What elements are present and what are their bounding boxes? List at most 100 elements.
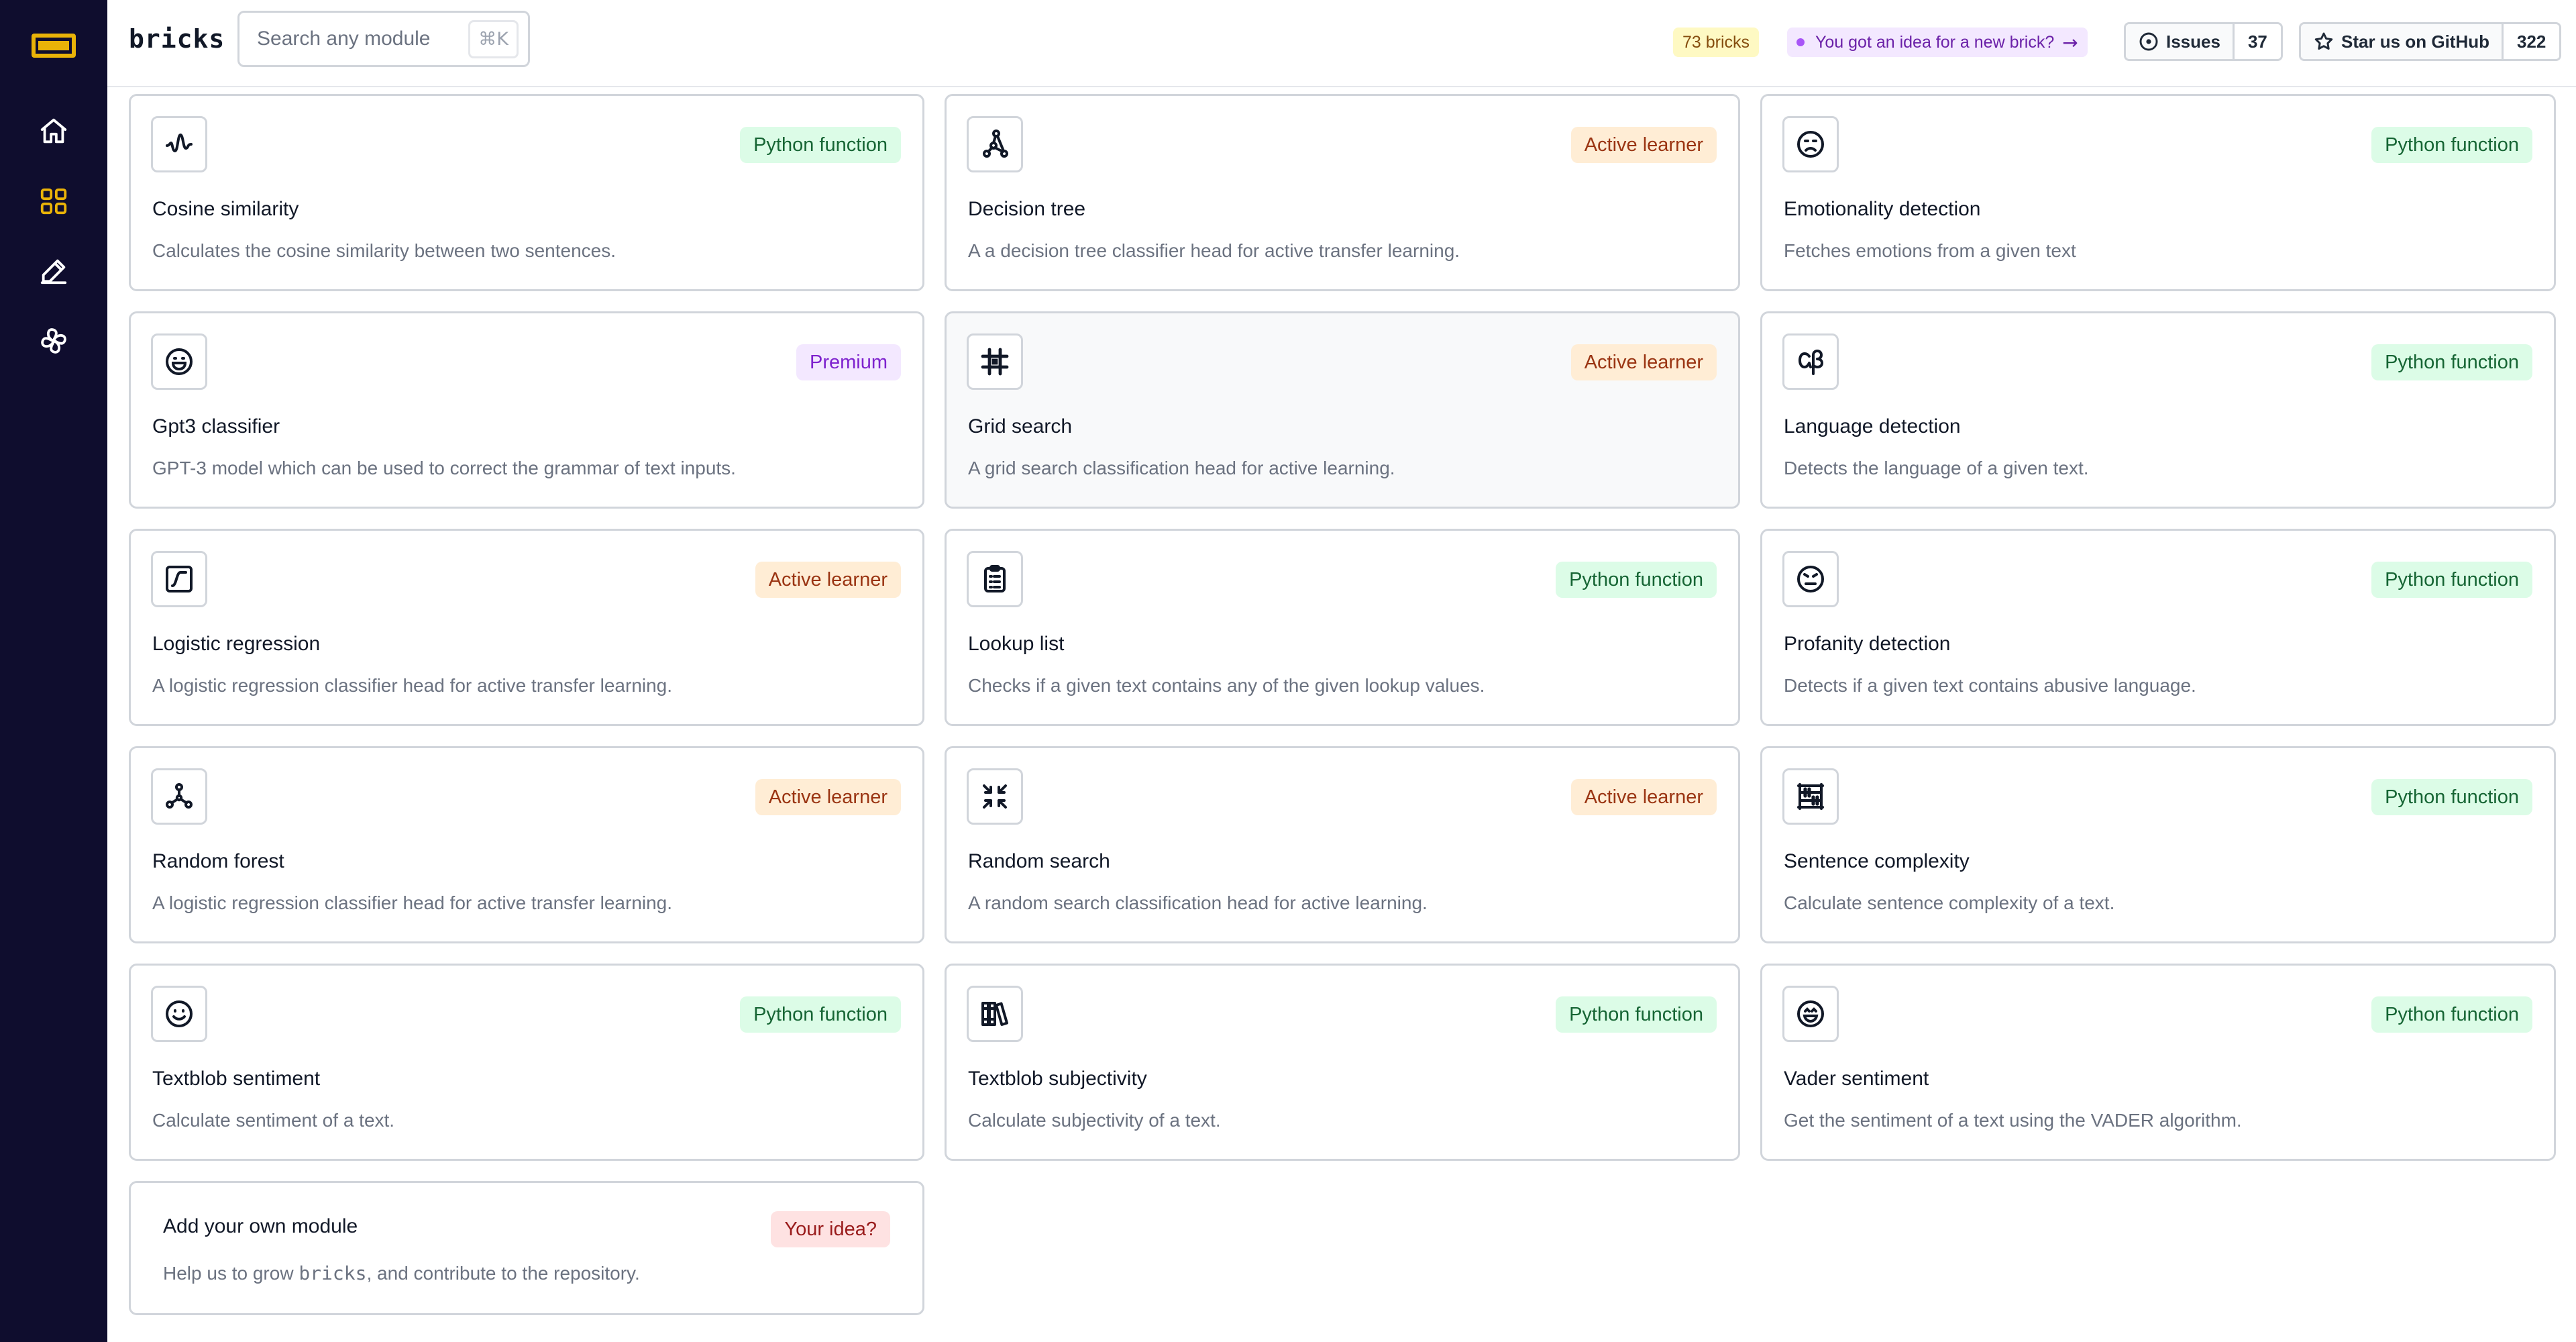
angry-face-icon bbox=[1797, 566, 1824, 592]
idea-prompt-label: You got an idea for a new brick? bbox=[1815, 32, 2055, 52]
wave-icon bbox=[166, 134, 193, 152]
module-card[interactable]: Python function Cosine similarity Calcul… bbox=[129, 94, 924, 291]
module-card[interactable]: Python function Profanity detection Dete… bbox=[1760, 529, 2556, 726]
search-input[interactable] bbox=[256, 27, 460, 51]
badge: Python function bbox=[1556, 562, 1717, 598]
github-star-count: 322 bbox=[2504, 24, 2560, 59]
card-icon-frame bbox=[1782, 986, 1839, 1042]
github-label: Star us on GitHub bbox=[2341, 31, 2489, 52]
module-card[interactable]: Python function Sentence complexity Calc… bbox=[1760, 746, 2556, 943]
card-icon-frame bbox=[151, 116, 207, 172]
card-description: Detects if a given text contains abusive… bbox=[1784, 675, 2196, 696]
brick-count-badge: 73 bricks bbox=[1673, 28, 1760, 57]
module-card[interactable]: Python function Vader sentiment Get the … bbox=[1760, 964, 2556, 1161]
card-title: Add your own module bbox=[163, 1215, 358, 1237]
card-title: Cosine similarity bbox=[152, 198, 299, 220]
sidebar bbox=[0, 0, 107, 1342]
issues-count: 37 bbox=[2234, 24, 2281, 59]
card-icon-frame bbox=[1782, 116, 1839, 172]
card-title: Logistic regression bbox=[152, 633, 321, 655]
card-icon-frame bbox=[967, 768, 1023, 825]
abacus-icon bbox=[1797, 783, 1824, 810]
github-star-button[interactable]: Star us on GitHub 322 bbox=[2299, 22, 2562, 61]
card-icon-frame bbox=[1782, 333, 1839, 390]
your-idea-badge: Your idea? bbox=[771, 1211, 890, 1247]
card-title: Sentence complexity bbox=[1784, 850, 1970, 872]
card-title: Textblob subjectivity bbox=[968, 1068, 1147, 1090]
card-title: Profanity detection bbox=[1784, 633, 1951, 655]
badge: Active learner bbox=[1570, 344, 1717, 380]
logo-icon[interactable] bbox=[32, 34, 76, 58]
module-card[interactable]: Python function Textblob sentiment Calcu… bbox=[129, 964, 924, 1161]
card-description: A logistic regression classifier head fo… bbox=[152, 892, 673, 913]
desc-prefix: Help us to grow bbox=[163, 1263, 299, 1284]
card-icon-frame bbox=[151, 986, 207, 1042]
module-card[interactable]: Active learner Decision tree A a decisio… bbox=[945, 94, 1740, 291]
card-title: Language detection bbox=[1784, 415, 1961, 437]
smile-face-icon bbox=[166, 1000, 193, 1027]
card-description: Help us to grow bricks, and contribute t… bbox=[163, 1262, 640, 1284]
module-card[interactable]: Python function Emotionality detection F… bbox=[1760, 94, 2556, 291]
add-module-card[interactable]: Add your own module Your idea? Help us t… bbox=[129, 1181, 924, 1315]
badge: Python function bbox=[2371, 127, 2532, 163]
grid-icon bbox=[40, 188, 67, 215]
tree-icon bbox=[983, 130, 1008, 158]
card-title: Lookup list bbox=[968, 633, 1065, 655]
frown-face-icon bbox=[1797, 131, 1824, 158]
card-description: Checks if a given text contains any of t… bbox=[968, 675, 1485, 696]
card-title: Textblob sentiment bbox=[152, 1068, 321, 1090]
card-icon-frame bbox=[967, 333, 1023, 390]
badge: Python function bbox=[1556, 996, 1717, 1033]
card-description: Calculate sentiment of a text. bbox=[152, 1110, 395, 1131]
card-icon-frame bbox=[967, 986, 1023, 1042]
module-card[interactable]: Python function Lookup list Checks if a … bbox=[945, 529, 1740, 726]
card-title: Decision tree bbox=[968, 198, 1086, 220]
network-icon bbox=[166, 783, 193, 809]
badge: Python function bbox=[2371, 344, 2532, 380]
grid-hash-icon bbox=[981, 348, 1009, 376]
badge: Python function bbox=[740, 127, 901, 163]
new-brick-idea-link[interactable]: You got an idea for a new brick? → bbox=[1787, 28, 2088, 57]
card-description: GPT-3 model which can be used to correct… bbox=[152, 458, 736, 478]
home-icon bbox=[40, 118, 67, 144]
grin-face-icon bbox=[166, 348, 193, 375]
search-box[interactable]: ⌘K bbox=[237, 11, 530, 67]
badge: Active learner bbox=[1570, 779, 1717, 815]
pencil-icon bbox=[40, 259, 67, 285]
card-description: Get the sentiment of a text using the VA… bbox=[1784, 1110, 2242, 1131]
star-icon bbox=[2314, 32, 2333, 50]
module-card[interactable]: Python function Language detection Detec… bbox=[1760, 311, 2556, 509]
issues-label: Issues bbox=[2166, 31, 2220, 52]
card-description: Calculates the cosine similarity between… bbox=[152, 240, 616, 261]
module-card[interactable]: Active learner Grid search A grid search… bbox=[945, 311, 1740, 509]
card-description: Calculate sentence complexity of a text. bbox=[1784, 892, 2115, 913]
module-card[interactable]: Active learner Random search A random se… bbox=[945, 746, 1740, 943]
sidebar-item-integrations[interactable] bbox=[34, 321, 74, 361]
brand-name[interactable]: bricks bbox=[129, 24, 225, 54]
card-icon-frame bbox=[151, 333, 207, 390]
card-title: Vader sentiment bbox=[1784, 1068, 1929, 1090]
sidebar-item-editor[interactable] bbox=[34, 251, 74, 291]
top-header: bricks ⌘K 73 bricks You got an idea for … bbox=[107, 0, 2576, 87]
card-description: Fetches emotions from a given text bbox=[1784, 240, 2076, 261]
happy-face-icon bbox=[1797, 1000, 1824, 1027]
module-card[interactable]: Active learner Random forest A logistic … bbox=[129, 746, 924, 943]
github-star-button-main: Star us on GitHub bbox=[2301, 24, 2504, 59]
clipboard-list-icon bbox=[984, 565, 1006, 592]
module-card[interactable]: Active learner Logistic regression A log… bbox=[129, 529, 924, 726]
arrows-shrink-icon bbox=[983, 784, 1007, 809]
issues-button-main: Issues bbox=[2126, 24, 2235, 59]
alpha-beta-icon bbox=[1799, 350, 1823, 375]
desc-suffix: , and contribute to the repository. bbox=[366, 1263, 640, 1284]
pinwheel-icon bbox=[41, 328, 66, 354]
card-description: Calculate subjectivity of a text. bbox=[968, 1110, 1221, 1131]
module-card[interactable]: Python function Textblob subjectivity Ca… bbox=[945, 964, 1740, 1161]
module-card[interactable]: Premium Gpt3 classifier GPT-3 model whic… bbox=[129, 311, 924, 509]
badge: Python function bbox=[2371, 779, 2532, 815]
card-description: Detects the language of a given text. bbox=[1784, 458, 2089, 478]
card-title: Random search bbox=[968, 850, 1110, 872]
sidebar-item-home[interactable] bbox=[34, 111, 74, 152]
sidebar-item-modules[interactable] bbox=[34, 181, 74, 221]
issues-button[interactable]: Issues 37 bbox=[2124, 22, 2283, 61]
badge: Active learner bbox=[755, 779, 901, 815]
